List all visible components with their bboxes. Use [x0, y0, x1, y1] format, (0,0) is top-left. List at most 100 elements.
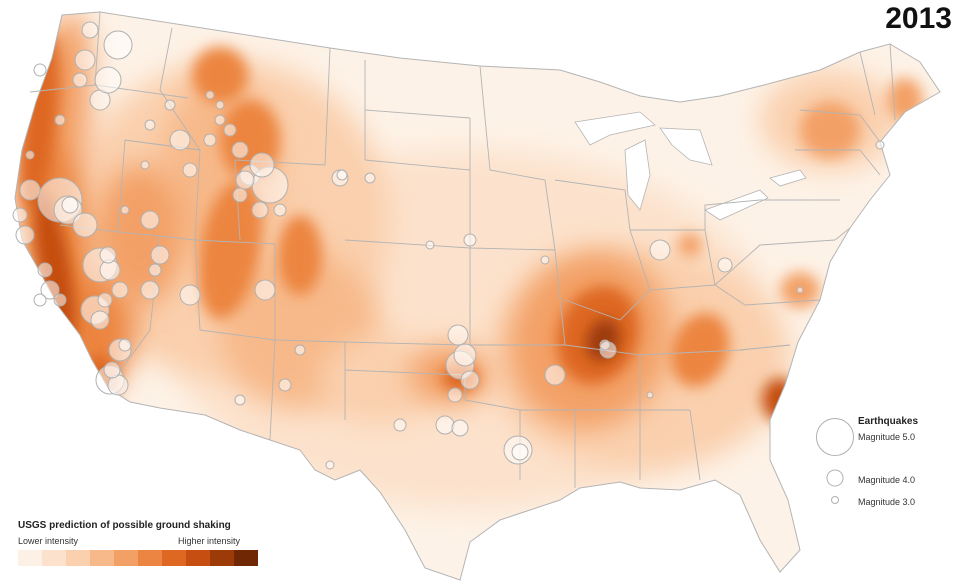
earthquake-circle — [796, 286, 804, 294]
scale-swatch-2 — [42, 550, 66, 566]
hazard-zone — [800, 102, 860, 158]
country-outline — [14, 11, 941, 581]
hazard-zone — [198, 180, 262, 320]
earthquake-circle — [97, 292, 113, 308]
hazard-zone — [33, 191, 77, 349]
earthquake-circle — [278, 378, 292, 392]
earthquake-circle — [232, 187, 248, 203]
state-border — [739, 344, 791, 351]
earthquake-circle — [103, 361, 121, 379]
hazard-zone — [678, 233, 702, 257]
state-border — [714, 239, 836, 286]
state-border — [834, 227, 851, 241]
earthquake-circle — [646, 391, 654, 399]
state-border — [799, 109, 881, 143]
shaking-legend-title: USGS prediction of possible ground shaki… — [18, 520, 231, 531]
earthquake-circle — [140, 280, 160, 300]
state-border — [704, 199, 761, 230]
shaking-legend-low: Lower intensity — [18, 536, 79, 546]
earthquake-legend-label-5: Magnitude 5.0 — [858, 432, 916, 442]
lake — [574, 111, 656, 146]
earthquake-circle — [94, 66, 122, 94]
earthquake-circle — [234, 394, 246, 406]
hazard-zone — [95, 165, 185, 305]
lake — [769, 169, 807, 187]
earthquake-circle — [336, 169, 348, 181]
earthquake-circle — [249, 152, 275, 178]
earthquake-circle — [182, 162, 198, 178]
scale-swatch-9 — [210, 550, 234, 566]
hazard-zone — [192, 47, 248, 103]
earthquake-circle — [53, 293, 67, 307]
state-border — [159, 27, 201, 151]
legend-circle-magnitude-4 — [826, 469, 844, 487]
earthquake-circle — [140, 210, 160, 230]
earthquake-circle — [144, 119, 156, 131]
earthquake-circle — [214, 114, 226, 126]
state-border — [124, 139, 201, 241]
state-border — [344, 341, 466, 346]
earthquake-circle — [37, 262, 53, 278]
earthquake-circle — [215, 100, 225, 110]
earthquake-circles — [12, 21, 885, 470]
state-border — [344, 239, 471, 249]
earthquake-circle — [511, 443, 529, 461]
state-border — [324, 47, 331, 166]
legend-circle-magnitude-5 — [815, 417, 855, 457]
earthquake-circle — [251, 201, 269, 219]
hazard-zone — [670, 313, 730, 387]
hazard-zone — [320, 335, 440, 425]
lake — [624, 139, 651, 211]
shaking-color-scale — [18, 550, 258, 566]
lake — [704, 189, 769, 221]
earthquake-circle — [61, 196, 79, 214]
earthquake-circle — [453, 343, 477, 367]
state-border — [889, 43, 896, 121]
earthquake-circle — [435, 415, 455, 435]
earthquake-circle — [118, 338, 132, 352]
earthquake-circle — [40, 280, 60, 300]
hazard-zone — [278, 215, 322, 295]
scale-swatch-6 — [138, 550, 162, 566]
earthquake-circle — [447, 387, 463, 403]
earthquake-circle — [120, 205, 130, 215]
earthquake-circle — [54, 114, 66, 126]
state-borders — [14, 11, 941, 581]
state-border — [689, 409, 701, 481]
state-border — [479, 65, 556, 251]
earthquake-circle — [205, 90, 215, 100]
earthquake-circle — [179, 284, 201, 306]
earthquake-legend-label-4: Magnitude 4.0 — [858, 475, 916, 485]
state-border — [859, 51, 876, 116]
earthquake-circle — [203, 133, 217, 147]
state-border — [194, 239, 201, 331]
earthquake-circle — [231, 141, 249, 159]
earthquake-circle — [150, 245, 170, 265]
earthquake-circle — [99, 246, 117, 264]
earthquake-circle — [33, 293, 47, 307]
earthquake-circle — [447, 324, 469, 346]
earthquake-circle — [74, 49, 96, 71]
earthquake-legend-circles — [815, 417, 855, 504]
scale-swatch-1 — [18, 550, 42, 566]
earthquake-circle — [649, 239, 671, 261]
earthquake-circle — [164, 99, 176, 111]
earthquake-circle — [393, 418, 407, 432]
earthquake-circle — [140, 160, 150, 170]
year-label: 2013 — [885, 2, 952, 35]
earthquake-circle — [540, 255, 550, 265]
hazard-zone — [762, 378, 798, 422]
earthquake-circle — [103, 30, 133, 60]
scale-swatch-3 — [66, 550, 90, 566]
state-border — [554, 179, 651, 321]
earthquake-circle — [425, 240, 435, 250]
state-border — [274, 339, 346, 343]
scale-swatch-4 — [90, 550, 114, 566]
earthquake-circle — [72, 72, 88, 88]
state-border — [94, 11, 101, 86]
earthquake-circle — [81, 21, 99, 39]
scale-swatch-8 — [186, 550, 210, 566]
earthquake-circle — [223, 123, 237, 137]
earthquake-circle — [451, 419, 469, 437]
